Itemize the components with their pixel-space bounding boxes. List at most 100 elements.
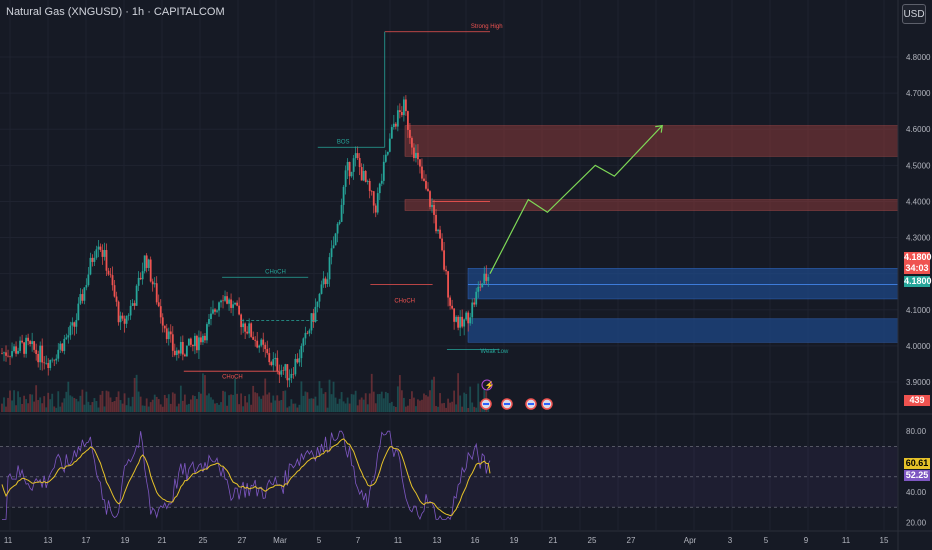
candle-body bbox=[23, 342, 26, 354]
candle-body bbox=[204, 335, 206, 341]
volume-bar bbox=[185, 404, 188, 412]
candle-body bbox=[137, 277, 140, 286]
candle-body bbox=[338, 221, 341, 224]
volume-bar bbox=[101, 390, 104, 412]
weak-low-label: Weak Low bbox=[480, 349, 509, 355]
candle-body bbox=[252, 336, 255, 340]
volume-bar bbox=[204, 375, 206, 412]
candle-body bbox=[483, 273, 486, 284]
volume-bar bbox=[260, 398, 263, 412]
candle-body bbox=[413, 147, 415, 159]
candle-body bbox=[417, 152, 419, 160]
candle-body bbox=[240, 314, 243, 328]
candle-body bbox=[31, 341, 34, 345]
volume-bar bbox=[117, 391, 120, 412]
candle-body bbox=[296, 358, 299, 363]
volume-bar bbox=[13, 390, 15, 412]
countdown: 34:03 bbox=[905, 263, 929, 273]
time-tick-label: 11 bbox=[842, 536, 851, 545]
event-flag-stripe-0 bbox=[483, 403, 489, 405]
volume-bar bbox=[443, 402, 445, 412]
volume-bar bbox=[396, 386, 399, 412]
candle-body bbox=[127, 315, 130, 317]
rsi-tick-label: 40.00 bbox=[906, 488, 927, 497]
time-tick-label: 25 bbox=[199, 536, 208, 545]
volume-bar bbox=[121, 403, 124, 412]
strong-high-label: Strong High bbox=[471, 24, 503, 30]
candle-body bbox=[77, 303, 80, 321]
candle-body bbox=[95, 249, 98, 258]
volume-bar bbox=[423, 393, 425, 412]
volume-bar bbox=[59, 406, 62, 412]
candle-body bbox=[290, 373, 293, 378]
volume-bar bbox=[398, 375, 401, 412]
candle-body bbox=[276, 357, 279, 372]
candle-body bbox=[258, 345, 261, 348]
volume-bar bbox=[15, 405, 17, 412]
volume-bar bbox=[336, 403, 339, 412]
volume-bar bbox=[155, 396, 158, 412]
candle-body bbox=[280, 370, 283, 375]
volume-bar bbox=[306, 392, 309, 412]
candle-body bbox=[286, 364, 289, 381]
candle-body bbox=[214, 309, 216, 312]
candle-body bbox=[374, 205, 377, 213]
volume-bar bbox=[350, 394, 353, 412]
candle-body bbox=[232, 304, 234, 308]
volume-bar bbox=[1, 403, 3, 412]
volume-bar bbox=[33, 401, 36, 412]
volume-bar bbox=[366, 404, 369, 412]
volume-bar bbox=[91, 402, 94, 412]
volume-bar bbox=[107, 391, 110, 412]
chart-title: Natural Gas (XNGUSD) · 1h · CAPITALCOM bbox=[6, 6, 225, 18]
volume-bar bbox=[9, 390, 11, 412]
candle-body bbox=[7, 355, 9, 357]
candle-body bbox=[445, 269, 447, 272]
volume-bar bbox=[19, 397, 21, 412]
volume-bar bbox=[328, 379, 331, 412]
candle-body bbox=[272, 359, 275, 366]
volume-bar bbox=[135, 374, 138, 412]
candle-body bbox=[264, 344, 267, 350]
volume-bar bbox=[457, 373, 460, 412]
candle-body bbox=[200, 337, 202, 343]
volume-bar bbox=[165, 398, 168, 412]
candle-body bbox=[378, 183, 381, 194]
candle-body bbox=[125, 315, 128, 324]
candle-body bbox=[238, 305, 241, 315]
candle-body bbox=[242, 323, 245, 328]
candle-body bbox=[131, 303, 134, 306]
volume-bar bbox=[177, 403, 180, 412]
candle-body bbox=[15, 346, 17, 354]
volume-bar bbox=[348, 403, 351, 412]
volume-bar bbox=[282, 391, 285, 412]
volume-bars bbox=[1, 373, 490, 412]
volume-bar bbox=[356, 405, 359, 412]
last-price-tag: 4.1800 bbox=[904, 276, 932, 287]
candle-body bbox=[336, 223, 339, 234]
lightning-icon bbox=[481, 379, 493, 391]
volume-bar bbox=[39, 397, 42, 412]
volume-bar bbox=[93, 398, 96, 412]
candle-body bbox=[13, 346, 15, 352]
volume-bar bbox=[69, 395, 72, 412]
time-tick-label: 15 bbox=[880, 536, 889, 545]
candle-body bbox=[210, 313, 212, 320]
volume-bar bbox=[55, 407, 58, 412]
volume-bar bbox=[392, 406, 395, 412]
supply-zone-0 bbox=[404, 125, 899, 157]
candle-body bbox=[396, 110, 399, 127]
candle-body bbox=[282, 370, 285, 371]
currency-button[interactable]: USD bbox=[902, 4, 926, 24]
candle-body bbox=[384, 154, 387, 162]
time-tick-label: 11 bbox=[4, 536, 13, 545]
volume-bar bbox=[346, 397, 349, 412]
volume-bar bbox=[7, 397, 9, 412]
candle-body bbox=[350, 171, 353, 177]
volume-bar bbox=[413, 397, 415, 412]
volume-bar bbox=[362, 399, 365, 412]
candle-body bbox=[322, 278, 325, 285]
candle-body bbox=[39, 345, 42, 363]
volume-bar bbox=[409, 399, 411, 412]
